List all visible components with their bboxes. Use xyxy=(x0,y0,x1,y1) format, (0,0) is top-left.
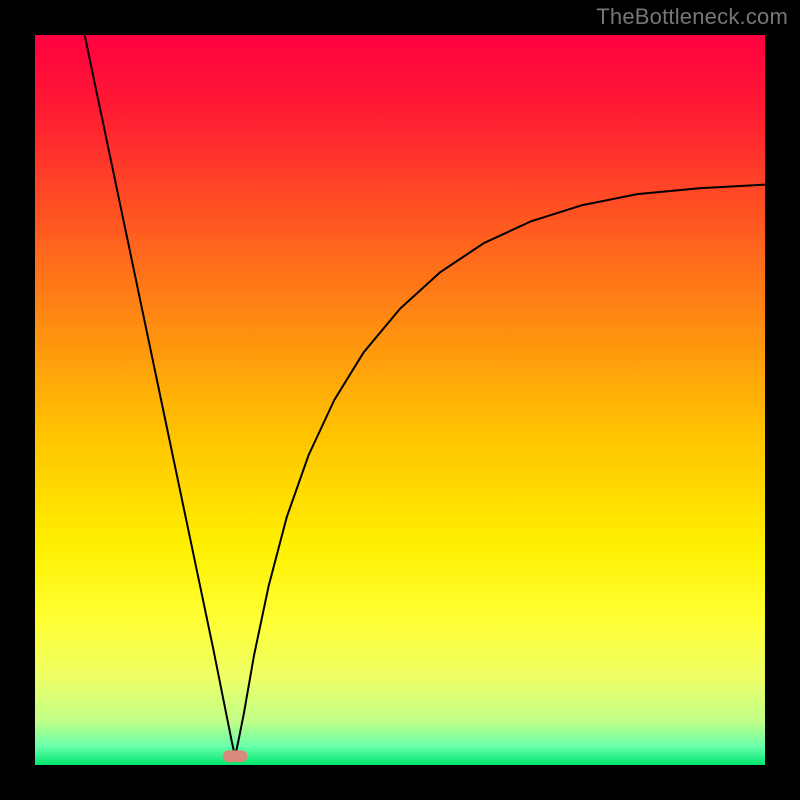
watermark-text: TheBottleneck.com xyxy=(596,4,788,30)
plot-area xyxy=(35,35,765,765)
optimum-marker xyxy=(223,750,248,762)
bottleneck-chart-svg xyxy=(0,0,800,800)
figure-canvas: TheBottleneck.com xyxy=(0,0,800,800)
